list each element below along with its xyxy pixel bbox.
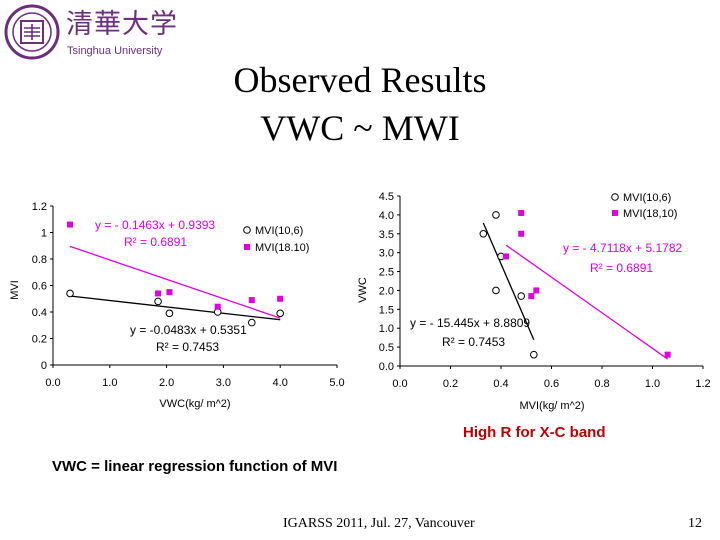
- seal-icon: [4, 4, 60, 60]
- x-tick-label: 2.0: [159, 377, 174, 389]
- data-point: [248, 297, 255, 304]
- x-tick-label: 1.2: [695, 378, 710, 390]
- legend-marker: [611, 193, 619, 201]
- y-tick-label: 3.0: [379, 248, 394, 260]
- data-point: [166, 289, 173, 296]
- trendline: [505, 244, 669, 360]
- data-point: [276, 309, 285, 318]
- logo-chinese-name: 清華大学: [66, 9, 178, 40]
- data-point: [517, 292, 526, 300]
- y-tick-label: 1.2: [32, 201, 47, 213]
- y-tick-label: 0: [41, 360, 47, 372]
- y-tick-label: 0.0: [379, 361, 394, 373]
- data-point: [214, 303, 221, 310]
- y-tick-label: 0.6: [32, 281, 47, 293]
- x-tick-label: 1.0: [645, 378, 660, 390]
- y-tick-label: 3.5: [379, 229, 394, 241]
- y-tick-label: 0.2: [32, 334, 47, 346]
- scatter-charts: 0 0.2 0.4 0.6 0.8 1 1.2 0.0 1.0 2.0 3.0 4.0 5.0 VWC(k…: [9, 191, 711, 412]
- y-tick-label: 0.4: [32, 307, 47, 319]
- x-tick-label: 1.0: [102, 377, 117, 389]
- legend-marker: [612, 210, 618, 216]
- slide-title-line2: VWC ~ MWI: [260, 108, 460, 148]
- trendline: [482, 222, 535, 341]
- x-tick-label: 0.0: [392, 378, 407, 390]
- data-point: [277, 295, 284, 302]
- x-axis-label: VWC(kg/ m^2): [159, 398, 230, 410]
- y-tick-label: 1.0: [379, 323, 394, 335]
- y-tick-label: 2.0: [379, 285, 394, 297]
- legend-marker: [244, 244, 250, 250]
- y-tick-label: 1: [41, 228, 47, 240]
- logo-english-name: Tsinghua University: [67, 45, 163, 57]
- footer-conference: IGARSS 2011, Jul. 27, Vancouver: [283, 516, 475, 531]
- legend-label: MVI(18,10): [623, 208, 677, 220]
- data-point: [67, 221, 74, 228]
- y-tick-label: 0.5: [379, 342, 394, 354]
- data-point: [479, 229, 488, 238]
- regression-equation: y = -0.0483x + 0.5351: [130, 323, 247, 337]
- data-point: [248, 318, 256, 327]
- page-number: 12: [688, 516, 702, 531]
- data-point: [66, 289, 74, 298]
- r-squared-label: R² = 0.6891: [590, 261, 653, 275]
- xc-band-note: High R for X-C band: [463, 424, 606, 441]
- y-tick-label: 0.8: [32, 254, 47, 266]
- r-squared-label: R² = 0.6891: [124, 235, 187, 249]
- legend-label: MVI(10,6): [623, 192, 671, 204]
- x-tick-label: 4.0: [273, 377, 288, 389]
- data-point: [154, 297, 162, 306]
- data-point: [518, 230, 525, 237]
- x-axis-label: MVI(kg/ m^2): [519, 400, 584, 412]
- regression-equation: y = - 0.1463x + 0.9393: [95, 218, 215, 232]
- data-point: [664, 351, 671, 358]
- x-tick-label: 3.0: [216, 377, 231, 389]
- legend-label: MVI(18.10): [255, 242, 309, 254]
- data-point: [155, 290, 162, 297]
- x-tick-label: 0.6: [544, 378, 559, 390]
- trendline: [69, 245, 281, 319]
- legend-label: MVI(10,6): [255, 225, 303, 237]
- y-tick-label: 2.5: [379, 267, 394, 279]
- y-axis-label: VWC: [357, 277, 369, 303]
- regression-note: VWC = linear regression function of MVI: [52, 458, 338, 475]
- y-tick-label: 4.5: [379, 191, 394, 203]
- data-point: [492, 286, 500, 295]
- slide-title-line1: Observed Results: [233, 60, 487, 100]
- x-tick-label: 5.0: [329, 377, 344, 389]
- regression-equation: y = - 4.7118x + 5.1782: [563, 241, 683, 255]
- y-tick-label: 1.5: [379, 304, 394, 316]
- r-squared-label: R² = 0.7453: [156, 340, 219, 354]
- data-point: [518, 210, 525, 216]
- trendline: [69, 295, 281, 321]
- regression-equation: y = - 15.445x + 8.8809: [410, 316, 530, 330]
- legend-marker: [243, 226, 251, 234]
- data-point: [503, 253, 510, 260]
- x-tick-label: 0.4: [493, 378, 508, 390]
- data-point: [165, 309, 174, 318]
- y-axis-label: MVI: [9, 280, 21, 300]
- y-tick-label: 4.0: [379, 210, 394, 222]
- data-point: [528, 293, 535, 300]
- r-squared-label: R² = 0.7453: [442, 335, 505, 349]
- data-point: [530, 350, 538, 359]
- data-point: [533, 287, 540, 294]
- data-point: [492, 211, 500, 219]
- x-tick-label: 0.2: [443, 378, 458, 390]
- x-tick-label: 0.0: [45, 377, 60, 389]
- x-tick-label: 0.8: [594, 378, 609, 390]
- university-logo: 清華大学 Tsinghua University: [4, 4, 177, 62]
